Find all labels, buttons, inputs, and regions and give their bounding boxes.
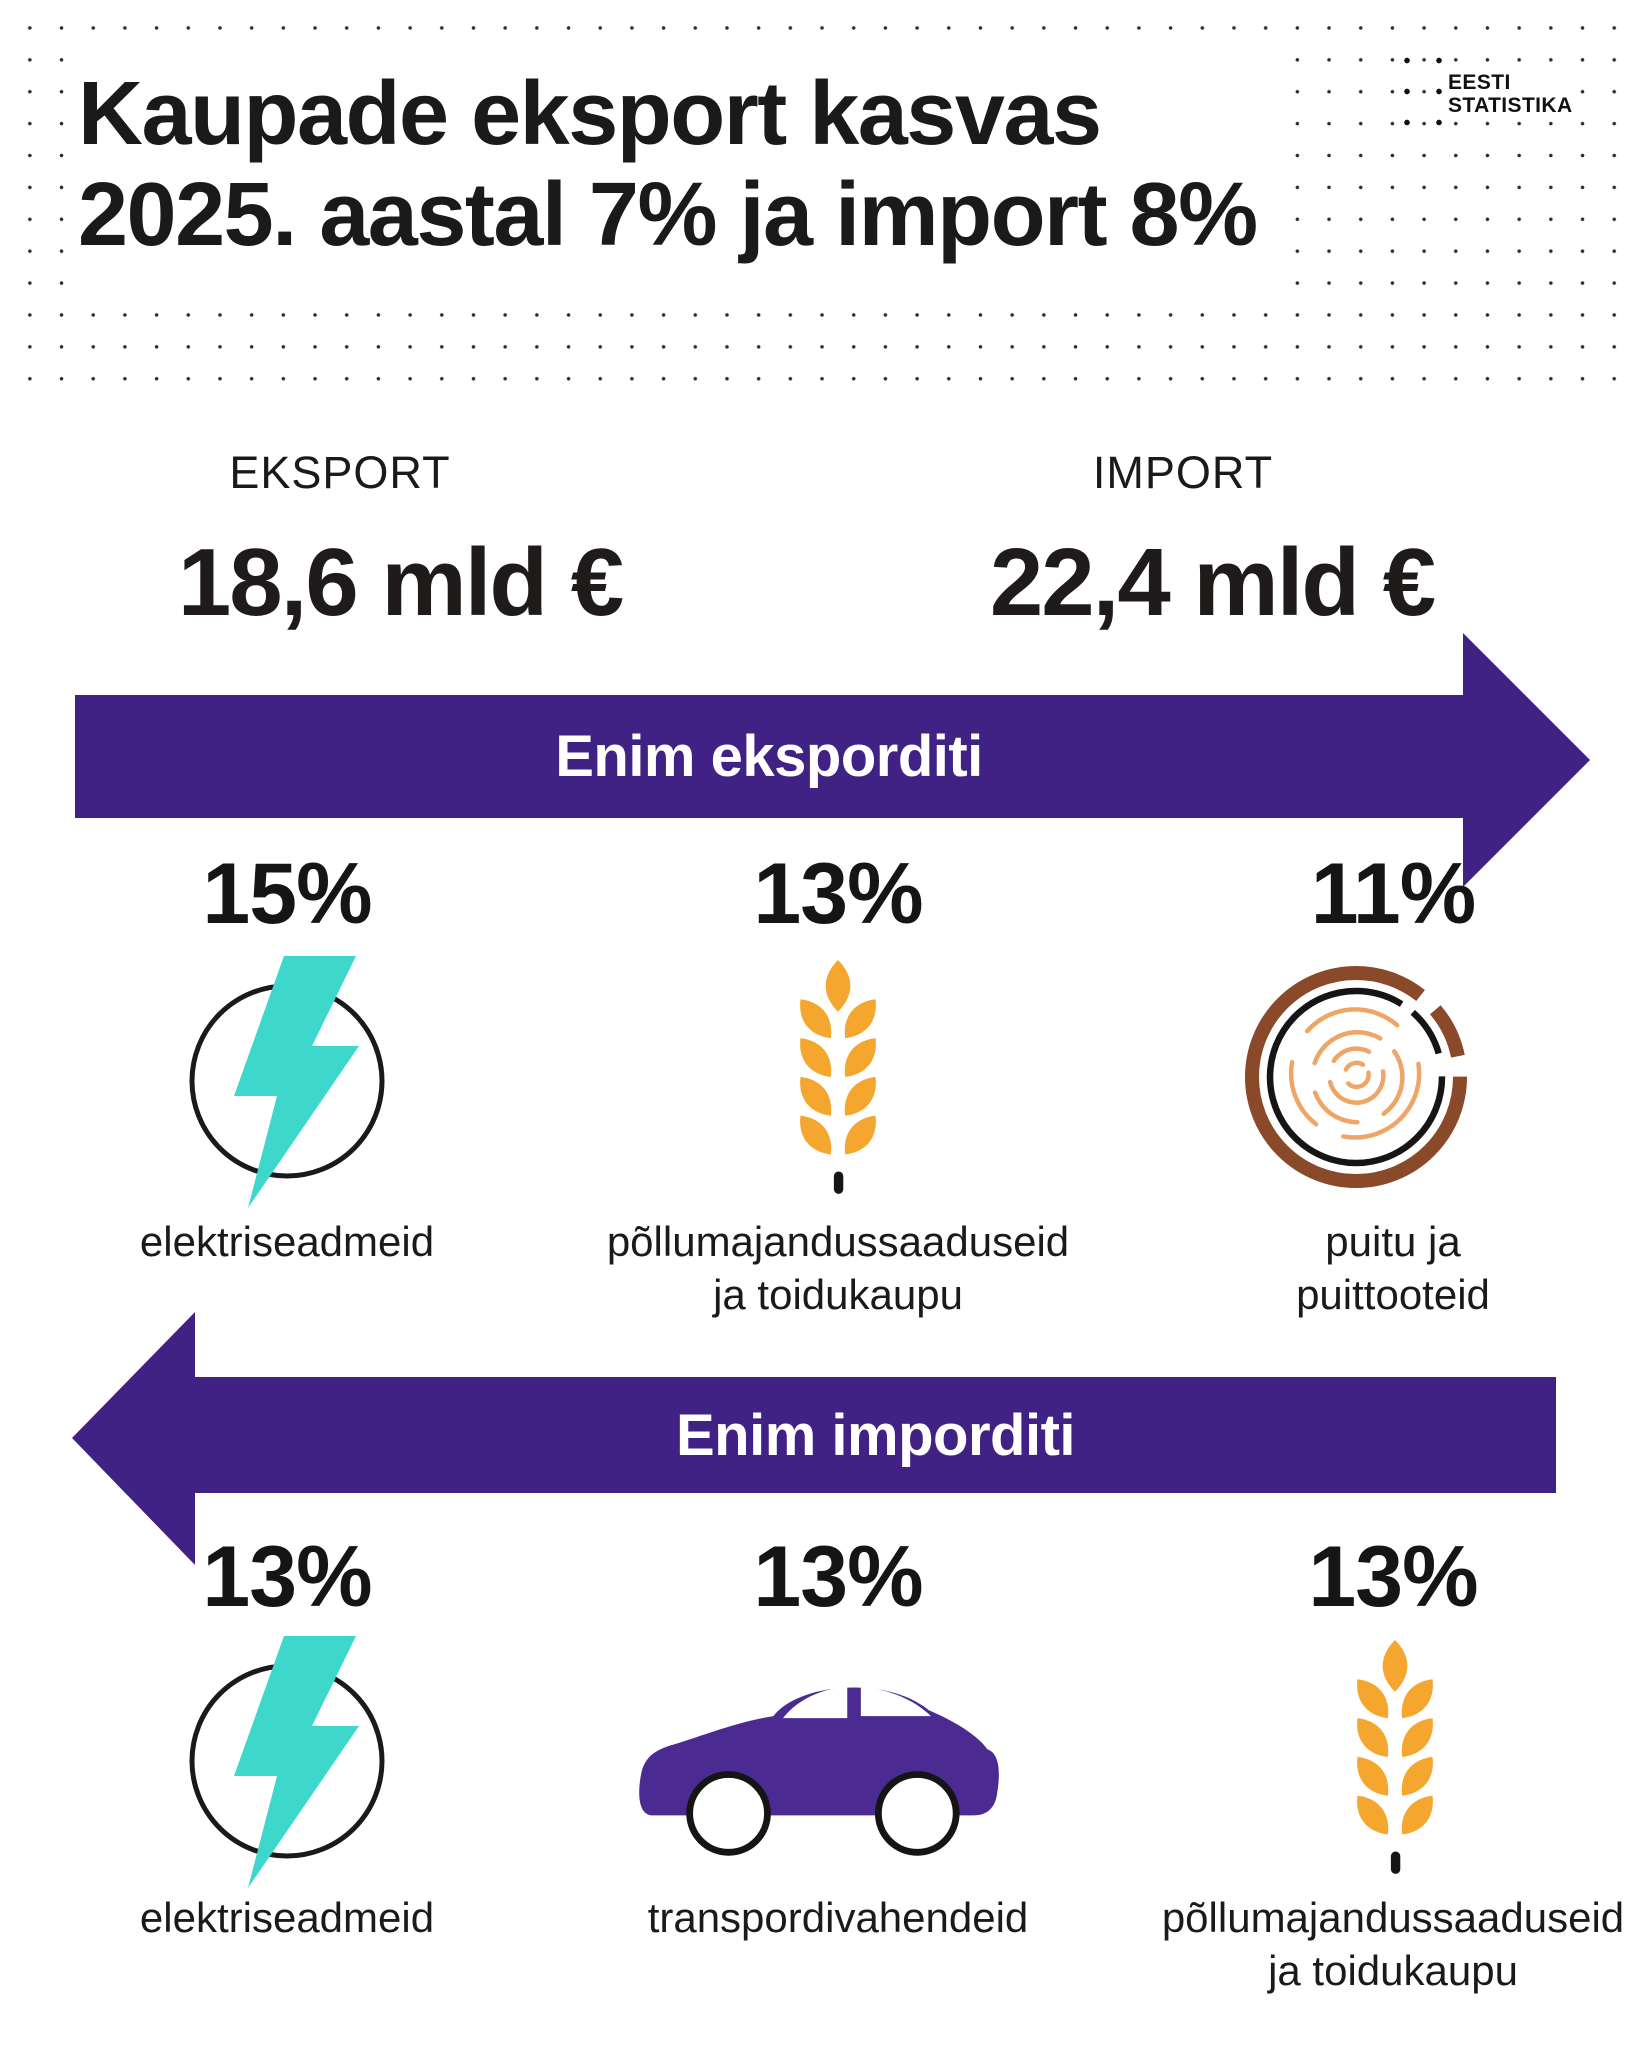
export-total-value: 18,6 mld € (177, 529, 624, 636)
label-line: transpordivahendeid (647, 1894, 1029, 1941)
export-item-3-percent: 11% (1310, 846, 1476, 942)
import-item-3-percent: 13% (1308, 1529, 1478, 1625)
import-item-1-percent: 13% (202, 1529, 372, 1625)
export-item-2-label: põllumajandussaaduseid ja toidukaupu (558, 1216, 1118, 1321)
log-icon (1241, 962, 1471, 1197)
page-title: Kaupade eksport kasvas 2025. aastal 7% j… (66, 52, 1283, 286)
export-item-1-percent: 15% (202, 846, 372, 942)
export-arrow-right (75, 633, 1590, 887)
lightning-icon (172, 1626, 402, 1901)
statistics-estonia-logo-dots-icon (1386, 40, 1452, 136)
import-arrow-left (72, 1312, 1556, 1565)
import-item-2-percent: 13% (753, 1529, 923, 1625)
import-label: IMPORT (1092, 447, 1274, 498)
export-label: EKSPORT (229, 447, 451, 498)
title-line-1: Kaupade eksport kasvas (78, 64, 1102, 164)
label-line: ja toidukaupu (1268, 1946, 1518, 1994)
export-item-2-percent: 13% (753, 846, 923, 942)
label-line: ja toidukaupu (713, 1270, 963, 1318)
import-item-1-label: elektriseadmeid (7, 1892, 567, 1945)
label-line: põllumajandussaaduseid (1161, 1894, 1625, 1941)
label-line: elektriseadmeid (139, 1218, 435, 1265)
label-line: puitu ja (1325, 1218, 1461, 1265)
title-line-2: 2025. aastal 7% ja import 8% (78, 164, 1258, 265)
label-line: puittooteid (1296, 1270, 1490, 1318)
import-banner-title: Enim imporditi (676, 1402, 1076, 1468)
label-line: põllumajandussaaduseid (606, 1218, 1070, 1265)
import-item-3-label: põllumajandussaaduseid ja toidukaupu (1103, 1892, 1638, 1997)
label-line: elektriseadmeid (139, 1894, 435, 1941)
wheat-icon (785, 960, 891, 1200)
car-icon (635, 1650, 1005, 1869)
logo-line-2: STATISTIKA (1448, 93, 1573, 117)
lightning-icon (172, 946, 402, 1221)
import-total-value: 22,4 mld € (989, 529, 1436, 636)
import-item-2-label: transpordivahendeid (558, 1892, 1118, 1945)
statistics-estonia-logo: EESTI STATISTIKA (1446, 70, 1579, 120)
export-item-3-label: puitu ja puittooteid (1113, 1216, 1638, 1321)
export-banner-title: Enim eksporditi (555, 724, 983, 789)
wheat-icon (1342, 1640, 1448, 1880)
logo-line-1: EESTI (1448, 71, 1511, 94)
export-item-1-label: elektriseadmeid (7, 1216, 567, 1269)
